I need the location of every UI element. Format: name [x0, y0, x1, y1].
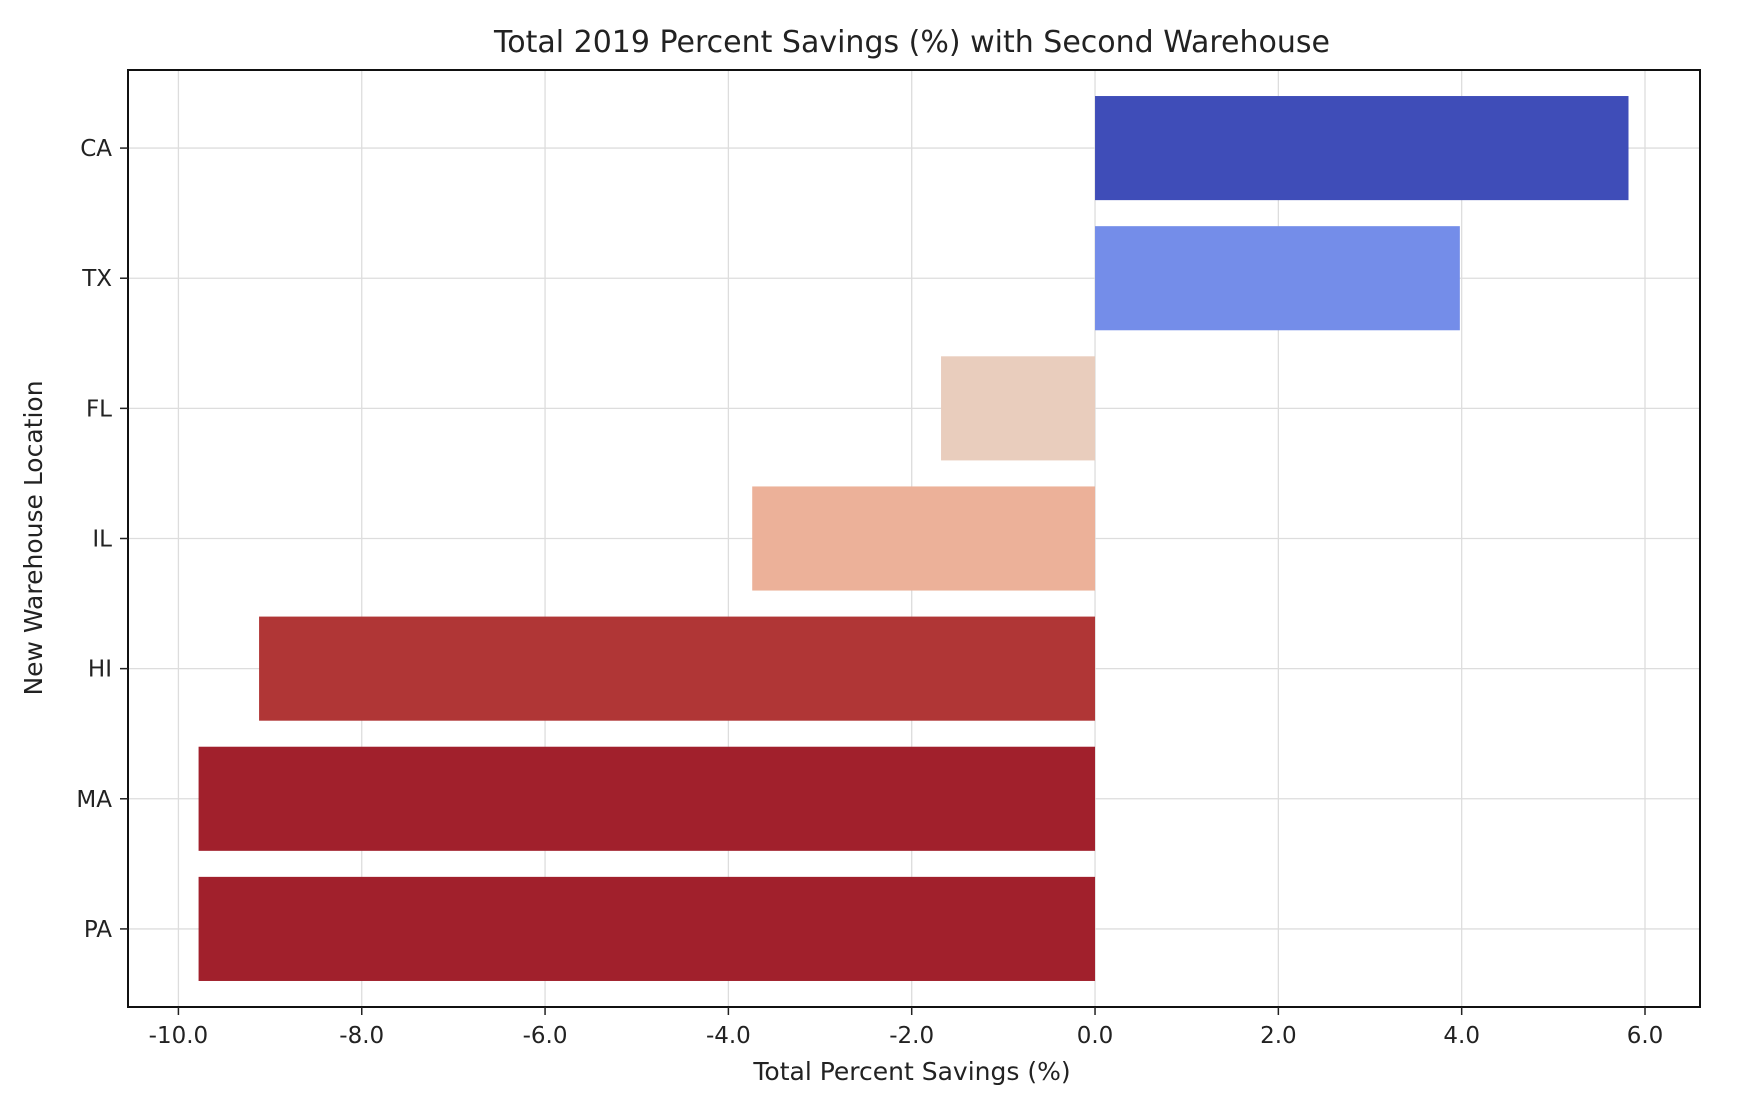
x-tick-label: -6.0 [523, 1023, 568, 1049]
y-tick-label: MA [76, 787, 112, 813]
bar-ma [198, 746, 1096, 851]
bar-il [752, 486, 1096, 591]
x-axis-ticks: -10.0 -8.0 -6.0 -4.0 -2.0 0.0 2.0 4.0 6.0 [149, 1007, 1664, 1049]
bar-ca [1095, 96, 1629, 201]
y-tick-label: TX [81, 266, 112, 292]
y-axis-label: New Warehouse Location [19, 380, 48, 695]
bar-fl [941, 356, 1096, 461]
y-axis-ticks: CA TX FL IL HI MA PA [76, 136, 128, 943]
x-tick-label: 4.0 [1443, 1023, 1480, 1049]
bars [198, 96, 1629, 981]
y-tick-label: FL [86, 396, 112, 422]
y-tick-label: IL [92, 527, 112, 553]
x-tick-label: -4.0 [706, 1023, 751, 1049]
x-tick-label: -10.0 [149, 1023, 209, 1049]
bar-hi [259, 616, 1096, 721]
bar-tx [1095, 226, 1460, 331]
bar-pa [198, 876, 1096, 981]
x-tick-label: 2.0 [1260, 1023, 1297, 1049]
x-tick-label: -8.0 [339, 1023, 384, 1049]
x-tick-label: -2.0 [889, 1023, 934, 1049]
x-tick-label: 0.0 [1077, 1023, 1114, 1049]
chart-title: Total 2019 Percent Savings (%) with Seco… [493, 25, 1330, 60]
y-tick-label: PA [84, 917, 112, 943]
x-axis-label: Total Percent Savings (%) [752, 1057, 1070, 1086]
y-tick-label: HI [88, 657, 112, 683]
x-tick-label: 6.0 [1627, 1023, 1664, 1049]
y-tick-label: CA [80, 136, 112, 162]
